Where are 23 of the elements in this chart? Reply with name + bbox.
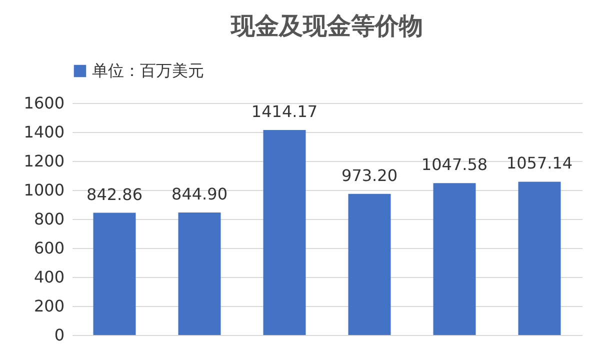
text: 973.20	[342, 166, 398, 185]
legend-label: 单位：百万美元	[92, 61, 204, 80]
text: 842.86	[86, 184, 142, 204]
y-tick-label: 200	[34, 296, 64, 316]
bar	[263, 130, 306, 335]
bar	[518, 182, 561, 335]
y-tick-label: 1400	[24, 122, 64, 142]
text: 844.90	[172, 184, 228, 204]
y-tick-label: 600	[34, 238, 64, 258]
y-tick-label: 400	[34, 268, 64, 286]
y-tick-label: 0	[54, 326, 64, 344]
y-tick-label: 1600	[24, 94, 64, 112]
y-tick-label: 1000	[24, 180, 64, 200]
bar	[433, 183, 476, 335]
text: 1047.58	[421, 155, 488, 174]
y-tick-label: 1200	[24, 152, 64, 170]
y-tick-label: 800	[34, 210, 64, 228]
text: 1057.14	[506, 154, 573, 173]
bar	[178, 212, 221, 335]
text: 1414.17	[251, 102, 318, 121]
bar	[93, 212, 136, 335]
bar	[348, 194, 391, 335]
chart-title: 现金及现金等价物	[230, 12, 423, 40]
